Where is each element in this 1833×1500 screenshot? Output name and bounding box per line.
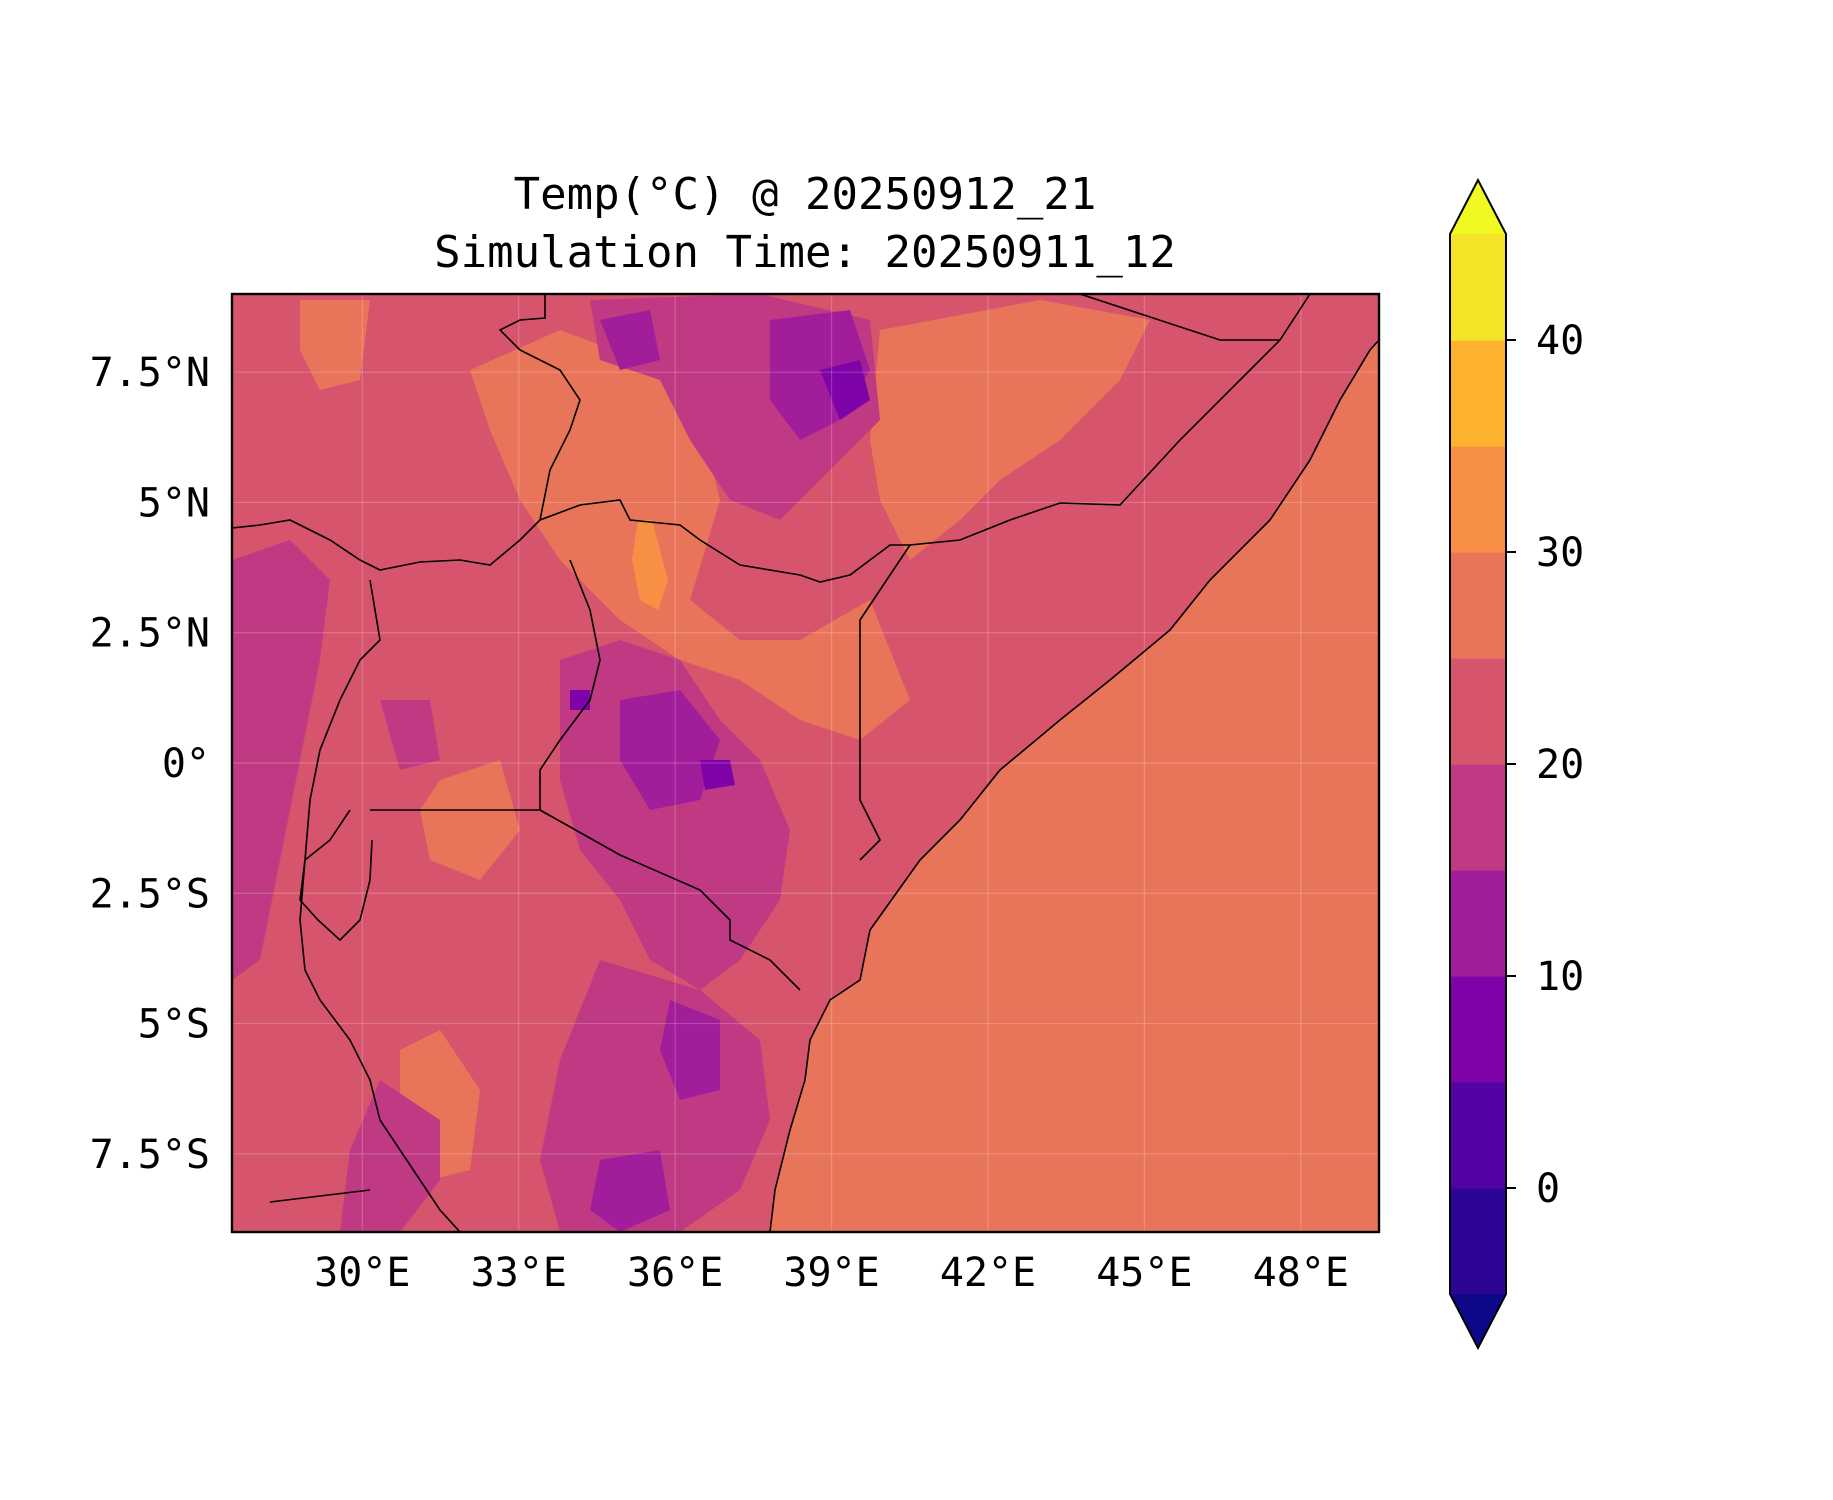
colorbar-segment (1450, 764, 1506, 871)
lon-tick-label: 42°E (940, 1250, 1036, 1296)
lat-tick-label: 2.5°N (90, 611, 210, 657)
colorbar-segment (1450, 1082, 1506, 1189)
colorbar-tick-label: 20 (1536, 742, 1584, 788)
lon-tick-label: 45°E (1096, 1250, 1192, 1296)
hot-spot (632, 520, 668, 610)
colorbar-segment (1450, 552, 1506, 659)
lat-tick-label: 0° (162, 741, 210, 787)
lat-tick-labels: 7.5°N 5°N 2.5°N 0° 2.5°S 5°S 7.5°S (90, 350, 210, 1178)
map-frame (230, 292, 1381, 1234)
colorbar-tick-labels: 0 10 20 30 40 (1506, 318, 1584, 1212)
lat-tick-label: 2.5°S (90, 871, 210, 917)
colorbar-tick-label: 40 (1536, 318, 1584, 364)
lon-tick-label: 30°E (314, 1250, 410, 1296)
warm-land-patches (300, 300, 1379, 1232)
map-title-line2: Simulation Time: 20250911_12 (434, 227, 1176, 278)
lon-tick-label: 48°E (1253, 1250, 1349, 1296)
colorbar-segment (1450, 234, 1506, 341)
colorbar-segment (1450, 1188, 1506, 1295)
coldest-peaks (570, 360, 870, 790)
lat-tick-label: 5°S (138, 1002, 210, 1048)
map-title-line1: Temp(°C) @ 20250912_21 (514, 169, 1097, 220)
land-temperature-field (232, 294, 1379, 1232)
colorbar-outline (1449, 177, 1507, 1351)
colorbar-tick-label: 30 (1536, 530, 1584, 576)
coastline (769, 339, 1379, 1232)
map-panel: 30°E 33°E 36°E 39°E 42°E 45°E 48°E 7.5°N 5°N 2.5… (90, 292, 1381, 1296)
lat-tick-label: 7.5°N (90, 350, 210, 396)
colorbar-segment (1450, 658, 1506, 765)
colorbar-segment (1450, 340, 1506, 447)
country-borders (232, 294, 1379, 1232)
lon-tick-label: 36°E (627, 1250, 723, 1296)
lat-tick-label: 5°N (138, 480, 210, 526)
lat-tick-label: 7.5°S (90, 1132, 210, 1178)
colorbar-under-triangle (1450, 1294, 1506, 1348)
lon-tick-labels: 30°E 33°E 36°E 39°E 42°E 45°E 48°E (314, 1250, 1349, 1296)
colorbar-segment (1450, 446, 1506, 553)
colorbar-segment (1450, 870, 1506, 977)
colorbar-tick-label: 10 (1536, 954, 1584, 1000)
colorbar-tick-label: 0 (1536, 1166, 1560, 1212)
colorbar-segment (1450, 976, 1506, 1083)
lon-tick-label: 39°E (783, 1250, 879, 1296)
gridlines (232, 294, 1379, 1232)
colorbar-over-triangle (1450, 180, 1506, 234)
colorbar: 0 10 20 30 40 (1449, 177, 1584, 1351)
colorbar-segments (1450, 234, 1506, 1295)
lon-tick-label: 33°E (471, 1250, 567, 1296)
